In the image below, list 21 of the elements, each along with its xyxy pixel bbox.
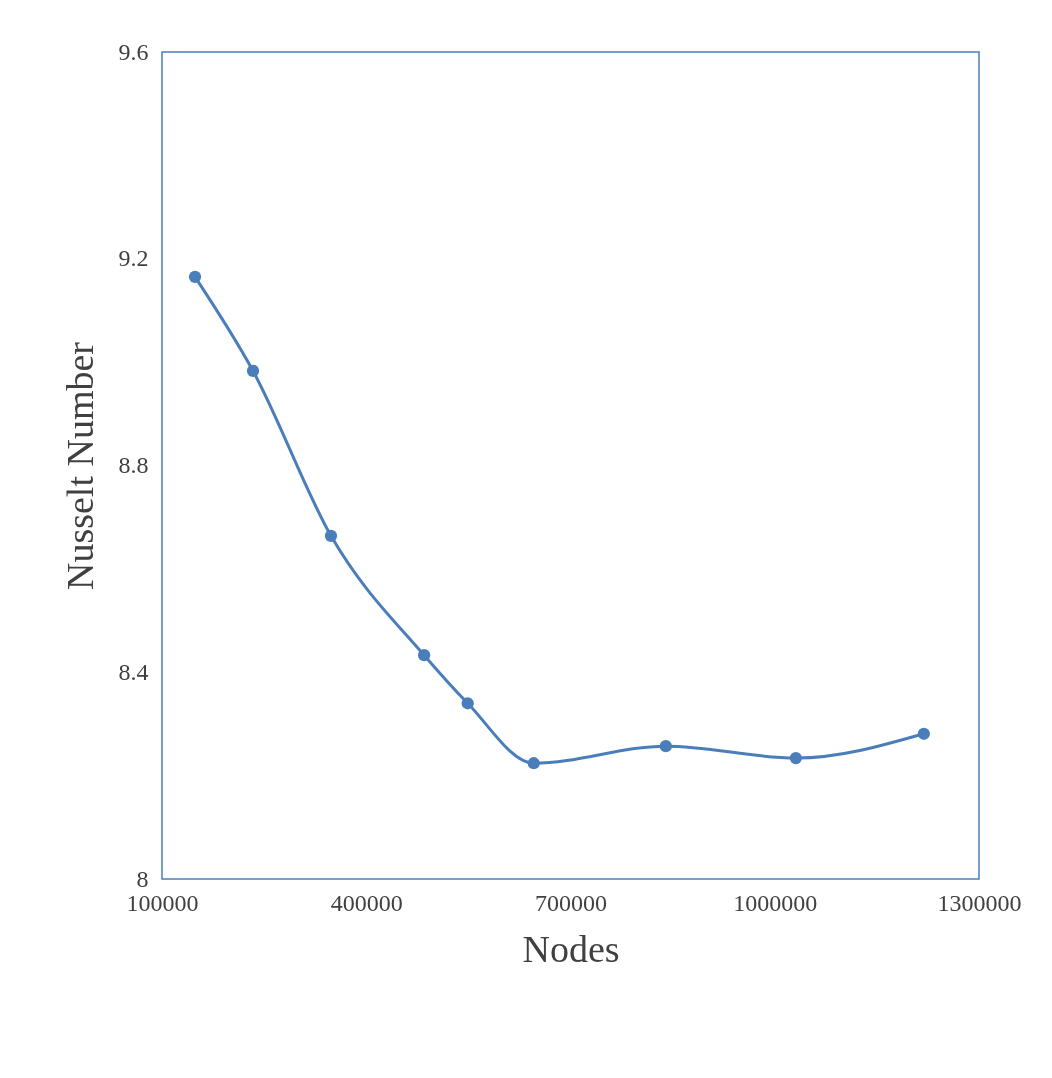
- y-tick-label: 8.4: [118, 658, 149, 685]
- y-tick-label: 9.2: [118, 245, 149, 272]
- x-tick-label: 100000: [126, 889, 199, 916]
- y-tick-label: 8: [136, 865, 149, 892]
- x-axis-title: Nodes: [522, 927, 620, 970]
- point: [461, 697, 474, 710]
- point: [659, 740, 672, 753]
- point: [917, 727, 930, 740]
- point: [789, 751, 802, 765]
- point: [246, 364, 260, 378]
- point: [418, 649, 431, 662]
- x-tick-label: 1300000: [937, 889, 1022, 916]
- x-tick-label: 1000000: [733, 889, 818, 916]
- y-tick-label: 9.6: [118, 38, 149, 65]
- point: [188, 270, 202, 283]
- x-tick-label: 400000: [330, 889, 403, 916]
- point: [324, 529, 338, 542]
- point: [527, 757, 540, 770]
- y-tick-label: 8.8: [118, 452, 149, 478]
- y-axis-title: Nusselt Number: [58, 341, 101, 591]
- x-tick-label: 700000: [535, 889, 607, 916]
